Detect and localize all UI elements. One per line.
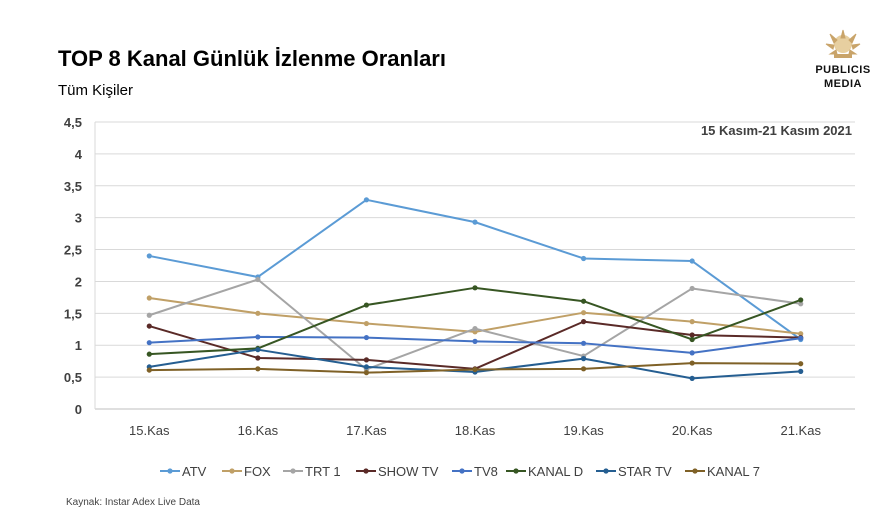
data-point <box>363 197 370 203</box>
data-point <box>255 355 261 361</box>
x-tick-label: 21.Kas <box>780 423 821 438</box>
data-point <box>580 356 587 362</box>
data-point <box>689 319 695 325</box>
legend-label: KANAL 7 <box>707 464 760 479</box>
y-tick-label: 3,5 <box>64 179 82 194</box>
x-tick-label: 18.Kas <box>455 423 496 438</box>
legend-marker <box>167 468 173 474</box>
data-point <box>255 310 261 316</box>
data-point <box>689 258 695 264</box>
data-point <box>580 310 587 316</box>
data-point <box>363 357 370 363</box>
y-tick-label: 3 <box>75 211 82 226</box>
data-point <box>146 340 152 346</box>
legend: ATV FOX TRT 1 SHOW TV TV8 KANAL D STAR TV KANAL… <box>160 464 760 479</box>
y-tick-label: 2,5 <box>64 243 82 258</box>
data-point <box>255 334 261 340</box>
data-point <box>472 326 478 332</box>
y-axis-ticks: 0 0,5 1 1,5 2 2,5 3 3,5 4 4,5 <box>64 115 83 417</box>
data-point <box>146 312 152 318</box>
data-point <box>363 364 370 370</box>
data-point <box>255 366 261 372</box>
data-point <box>363 370 370 376</box>
y-tick-label: 0,5 <box>64 370 82 385</box>
data-point <box>363 320 370 327</box>
x-tick-label: 19.Kas <box>563 423 604 438</box>
legend-marker <box>229 468 235 474</box>
data-point <box>798 331 804 337</box>
legend-marker <box>363 468 369 474</box>
data-point <box>146 351 152 357</box>
data-point <box>580 366 587 372</box>
y-tick-label: 1 <box>75 338 82 353</box>
legend-label: TRT 1 <box>305 464 341 479</box>
data-point <box>580 298 587 304</box>
legend-label: TV8 <box>474 464 498 479</box>
legend-marker <box>603 468 609 474</box>
series-line <box>148 278 801 371</box>
data-point <box>689 350 695 356</box>
legend-label: SHOW TV <box>378 464 439 479</box>
data-point <box>580 319 587 325</box>
data-point <box>798 335 804 341</box>
publicis-media-logo-text: PUBLICIS MEDIA <box>800 63 886 91</box>
data-point <box>472 219 478 225</box>
data-point <box>689 332 695 338</box>
series-line <box>149 286 802 356</box>
legend-marker <box>692 468 698 474</box>
data-point <box>146 323 152 329</box>
x-tick-label: 15.Kas <box>129 423 170 438</box>
data-point <box>255 276 261 283</box>
data-point <box>798 301 804 307</box>
x-tick-label: 17.Kas <box>346 423 387 438</box>
data-point <box>689 375 695 381</box>
y-tick-label: 0 <box>75 402 82 417</box>
data-point <box>580 255 587 262</box>
chart-subtitle: Tüm Kişiler <box>58 82 134 99</box>
gridlines <box>94 121 855 410</box>
publicis-lion-logo <box>825 29 861 58</box>
data-point <box>472 338 478 344</box>
date-range-annotation: 15 Kasım-21 Kasım 2021 <box>701 123 852 138</box>
y-tick-label: 1,5 <box>64 306 82 321</box>
data-point <box>146 253 152 259</box>
series-lines <box>146 197 804 381</box>
data-point <box>798 368 804 374</box>
x-tick-label: 16.Kas <box>238 423 279 438</box>
data-point <box>472 285 478 291</box>
y-tick-label: 2 <box>75 274 82 289</box>
legend-label: FOX <box>244 464 271 479</box>
legend-label: KANAL D <box>528 464 583 479</box>
source-note: Kaynak: Instar Adex Live Data <box>66 497 200 508</box>
chart-title: TOP 8 Kanal Günlük İzlenme Oranları <box>58 46 446 71</box>
data-point <box>255 347 261 353</box>
data-point <box>580 340 587 346</box>
data-point <box>146 367 152 373</box>
x-tick-label: 20.Kas <box>672 423 713 438</box>
data-point <box>689 336 695 343</box>
legend-label: STAR TV <box>618 464 672 479</box>
y-tick-label: 4,5 <box>64 115 82 130</box>
data-point <box>363 302 370 308</box>
legend-label: ATV <box>182 464 207 479</box>
data-point <box>472 366 478 373</box>
data-point <box>689 285 695 292</box>
legend-marker <box>513 468 519 474</box>
y-tick-label: 4 <box>75 147 83 162</box>
logo-line-1: PUBLICIS <box>815 64 871 76</box>
data-point <box>798 297 804 303</box>
data-point <box>146 295 152 301</box>
legend-marker <box>459 468 465 474</box>
data-point <box>798 361 804 367</box>
data-point <box>363 334 370 341</box>
logo-line-2: MEDIA <box>824 78 862 90</box>
x-axis-ticks: 15.Kas 16.Kas 17.Kas 18.Kas 19.Kas 20.Kas 21.K… <box>129 423 821 438</box>
legend-marker <box>290 468 296 474</box>
data-point <box>689 360 695 366</box>
